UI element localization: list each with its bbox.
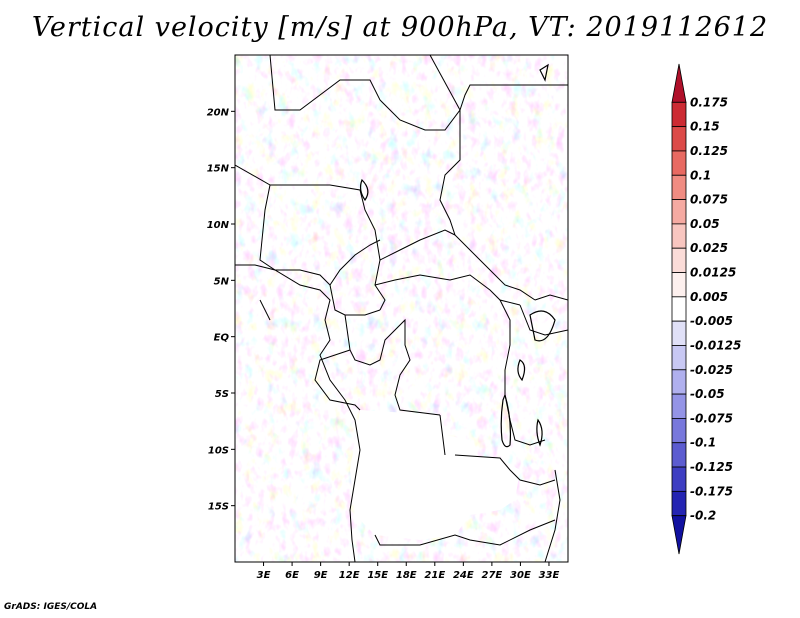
lon-tick-label: 9E <box>314 570 328 581</box>
colorbar-label: 0.075 <box>690 193 728 207</box>
latitude-axis: 20N 15N 10N 5N EQ 5S 10S 15S <box>207 107 235 513</box>
lat-tick-label: 15N <box>207 164 230 175</box>
lat-tick-label: 10N <box>207 220 230 231</box>
lon-tick-label: 27E <box>482 570 503 581</box>
colorbar-label: 0.005 <box>690 290 728 304</box>
colorbar-segment <box>671 320 687 346</box>
colorbar-label: -0.075 <box>690 411 733 425</box>
lat-tick-label: 5S <box>215 389 229 400</box>
colorbar-segment <box>671 490 687 517</box>
lon-tick-label: 24E <box>453 570 474 581</box>
lat-tick-label: 15S <box>208 502 229 513</box>
colorbar-segment <box>671 272 687 298</box>
lon-tick-label: 6E <box>285 570 299 581</box>
country-borders <box>235 55 568 546</box>
longitude-axis: 3E 6E 9E 12E 15E 18E 21E 24E 27E 30E 33E <box>257 562 560 581</box>
colorbar-label: -0.125 <box>690 460 733 474</box>
chart-title: Vertical velocity [m/s] at 900hPa, VT: 2… <box>31 12 769 43</box>
lat-tick-label: 20N <box>207 107 230 118</box>
colorbar-segment <box>671 199 687 225</box>
masked-region <box>350 410 520 540</box>
velocity-field <box>235 55 568 562</box>
colorbar-segment <box>671 101 687 128</box>
colorbar-segment <box>671 223 687 249</box>
footer-credit: GrADS: IGES/COLA <box>4 602 98 612</box>
lon-tick-label: 15E <box>367 570 388 581</box>
lat-tick-label: 10S <box>208 445 229 456</box>
lon-tick-label: 30E <box>510 570 531 581</box>
colorbar-label: -0.2 <box>690 509 716 523</box>
colorbar-label: -0.005 <box>690 314 733 328</box>
lon-tick-label: 18E <box>396 570 417 581</box>
lat-tick-label: 5N <box>214 276 230 287</box>
colorbar-label: -0.05 <box>690 387 725 401</box>
colorbar-segment <box>671 174 687 200</box>
coastline <box>235 264 561 563</box>
colorbar: 0.175 0.15 0.125 0.1 0.075 0.05 0.025 0.0125 0.0… <box>671 63 741 555</box>
colorbar-label: -0.175 <box>690 484 733 498</box>
lon-tick-label: 3E <box>257 570 271 581</box>
lakes <box>359 63 556 448</box>
colorbar-label: -0.025 <box>690 363 733 377</box>
colorbar-segment <box>671 442 687 468</box>
colorbar-segment <box>671 369 687 395</box>
colorbar-segment <box>671 150 687 176</box>
colorbar-segment <box>671 393 687 419</box>
lon-tick-label: 33E <box>539 570 560 581</box>
colorbar-label: 0.025 <box>690 241 728 255</box>
map-frame <box>234 54 569 563</box>
colorbar-segment <box>671 126 687 152</box>
lon-tick-label: 21E <box>424 570 445 581</box>
colorbar-label: -0.1 <box>690 436 716 450</box>
lat-tick-label: EQ <box>214 333 230 344</box>
colorbar-segment <box>671 247 687 273</box>
colorbar-segment <box>671 466 687 492</box>
colorbar-label: 0.0125 <box>690 266 736 280</box>
colorbar-label: 0.05 <box>690 217 720 231</box>
colorbar-segment <box>671 345 687 371</box>
colorbar-label: 0.1 <box>690 168 711 182</box>
lon-tick-label: 12E <box>339 570 360 581</box>
colorbar-segment <box>671 296 687 322</box>
colorbar-label: 0.175 <box>690 95 728 109</box>
colorbar-label: 0.15 <box>690 120 720 134</box>
colorbar-label: -0.0125 <box>690 338 741 352</box>
colorbar-lower-triangle <box>671 515 687 555</box>
colorbar-segment <box>671 418 687 444</box>
colorbar-label: 0.125 <box>690 144 728 158</box>
colorbar-upper-triangle <box>671 63 687 103</box>
